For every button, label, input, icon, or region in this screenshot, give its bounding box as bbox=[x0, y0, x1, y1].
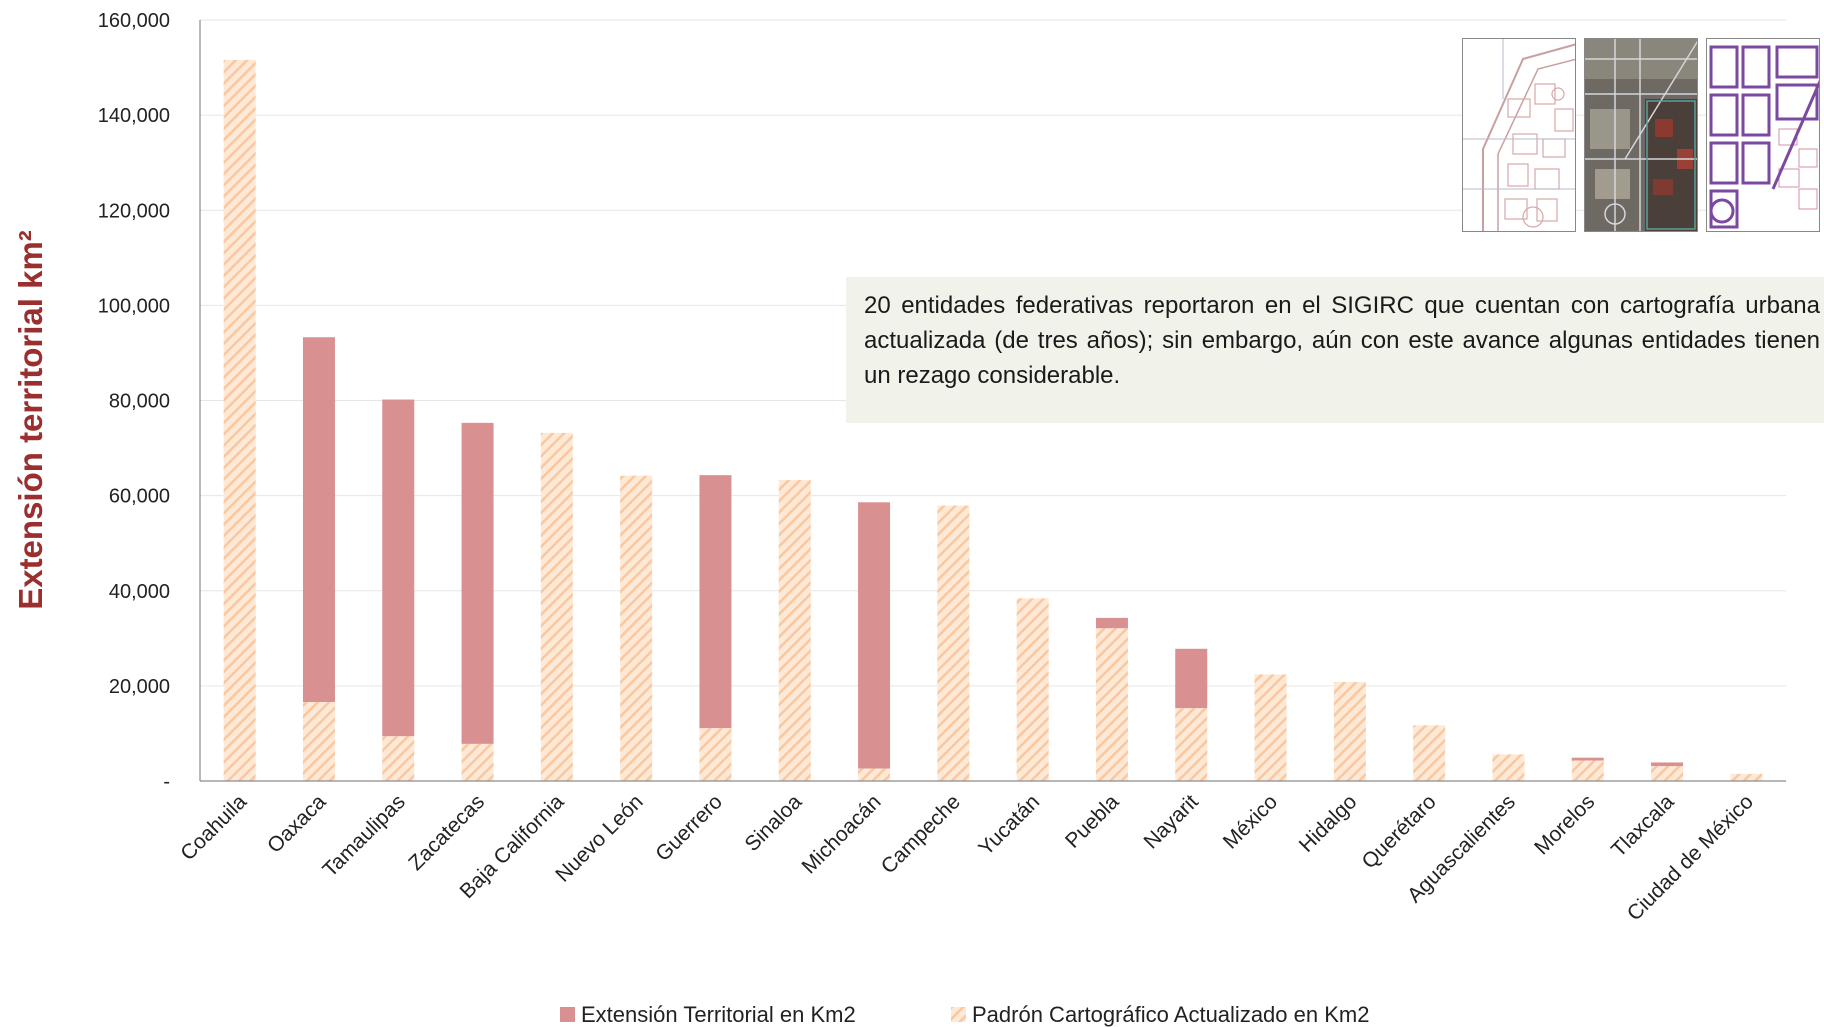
bar-extension bbox=[858, 502, 891, 769]
bar-padron bbox=[223, 59, 256, 781]
bars bbox=[223, 59, 1763, 781]
x-tick-label: Zacatecas bbox=[404, 790, 489, 875]
y-axis-title: Extensión territorial km² bbox=[12, 230, 49, 610]
x-tick-label: Tamaulipas bbox=[318, 790, 409, 881]
y-tick-label: 140,000 bbox=[98, 105, 170, 127]
bar-padron bbox=[1333, 682, 1366, 781]
bar-padron bbox=[1730, 773, 1763, 781]
street-map-line-drawing-icon bbox=[1463, 39, 1575, 231]
legend: Extensión Territorial en Km2 Padrón Cart… bbox=[560, 1002, 1369, 1027]
y-tick-label: 120,000 bbox=[98, 200, 170, 222]
street-map-purple-icon bbox=[1707, 39, 1819, 231]
x-tick-label: Querétaro bbox=[1358, 790, 1441, 873]
y-tick-label: 20,000 bbox=[109, 676, 170, 698]
annotation-box bbox=[846, 277, 1824, 423]
x-tick-label: Guerrero bbox=[651, 790, 727, 866]
bar-extension bbox=[699, 475, 732, 729]
bar-padron bbox=[699, 728, 732, 781]
y-tick-labels: - 20,000 40,000 60,000 80,000 100,000 120,000 1… bbox=[98, 10, 170, 793]
x-tick-label: Nayarit bbox=[1139, 790, 1202, 853]
legend-label-extension: Extensión Territorial en Km2 bbox=[581, 1002, 856, 1027]
bar-padron bbox=[937, 505, 970, 781]
satellite-map-thumbnail bbox=[1584, 38, 1698, 232]
axes bbox=[199, 20, 1786, 782]
bar-padron bbox=[302, 702, 335, 781]
bar-extension bbox=[1651, 762, 1684, 767]
y-tick-label: 60,000 bbox=[109, 486, 170, 508]
bar-padron bbox=[778, 479, 811, 781]
bar-extension bbox=[1175, 648, 1208, 709]
x-tick-label: Campeche bbox=[877, 790, 965, 878]
bar-padron bbox=[1175, 708, 1208, 781]
x-tick-label: Yucatán bbox=[974, 790, 1044, 860]
annotation-text: 20 entidades federativas reportaron en e… bbox=[864, 292, 1820, 389]
bar-padron bbox=[1492, 754, 1525, 781]
legend-swatch-extension bbox=[560, 1007, 575, 1022]
bar-padron bbox=[1016, 598, 1049, 781]
legend-label-padron: Padrón Cartográfico Actualizado en Km2 bbox=[972, 1002, 1369, 1027]
bar-padron bbox=[1651, 766, 1684, 781]
bar-padron bbox=[540, 432, 573, 781]
x-tick-label: Michoacán bbox=[798, 790, 886, 878]
y-tick-label: 100,000 bbox=[98, 295, 170, 317]
x-tick-label: Sinaloa bbox=[740, 790, 806, 856]
bar-padron bbox=[382, 736, 415, 781]
legend-swatch-padron bbox=[951, 1007, 966, 1022]
x-tick-label: Puebla bbox=[1061, 790, 1124, 853]
bar-extension bbox=[1571, 757, 1604, 761]
x-tick-label: México bbox=[1219, 790, 1282, 853]
bar-extension bbox=[1095, 617, 1128, 629]
y-tick-label: 160,000 bbox=[98, 10, 170, 32]
bar-padron bbox=[1254, 674, 1287, 781]
purple-map-thumbnail bbox=[1706, 38, 1820, 232]
y-tick-label: 80,000 bbox=[109, 391, 170, 413]
y-tick-label: 40,000 bbox=[109, 581, 170, 603]
bar-extension bbox=[382, 399, 415, 737]
x-tick-label: Hidalgo bbox=[1295, 790, 1362, 857]
y-tick-label: - bbox=[163, 771, 170, 793]
bar-padron bbox=[620, 475, 653, 781]
x-tick-label: Tlaxcala bbox=[1607, 790, 1679, 862]
bar-padron bbox=[858, 768, 891, 781]
satellite-imagery-icon bbox=[1585, 39, 1697, 231]
bar-extension bbox=[461, 422, 494, 744]
vector-map-thumbnail bbox=[1462, 38, 1576, 232]
x-tick-label: Coahuila bbox=[176, 790, 251, 865]
bar-padron bbox=[461, 743, 494, 781]
x-tick-label: Oaxaca bbox=[263, 790, 331, 858]
bar-extension bbox=[302, 337, 335, 703]
bar-padron bbox=[1413, 725, 1446, 781]
bar-padron bbox=[1571, 760, 1604, 781]
bar-padron bbox=[1095, 628, 1128, 781]
x-tick-label: Morelos bbox=[1530, 790, 1599, 859]
